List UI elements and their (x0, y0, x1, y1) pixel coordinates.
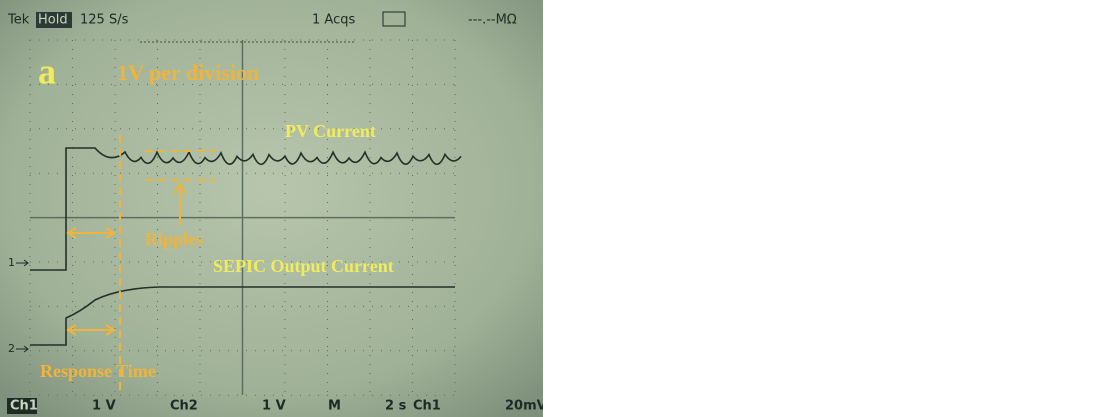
annotation: PV Current (285, 121, 376, 141)
footer-item: Ch2 (170, 399, 198, 414)
heading: 1V per division (117, 60, 259, 85)
heading: 1V per division (680, 60, 822, 85)
footer-item: Ch1 (573, 399, 601, 414)
status-rate: 125 S/s (643, 13, 692, 28)
panel-label: b (601, 51, 621, 91)
page: {"panels": [ {"status": {"brand": "Tek",… (0, 0, 1096, 417)
annotation: PV Current (858, 232, 949, 252)
footer-item: Ch1 (976, 399, 1004, 414)
annotation: Response Time (40, 361, 156, 381)
screen (0, 0, 543, 417)
status-brand: Tek (7, 13, 30, 28)
scope-panel: Tek Hold 125 S/s 4 Acqs ---.--MΩ b 1V per divi… (563, 0, 1096, 417)
marker-arrow (579, 349, 591, 355)
annotation: SEPIC Output Current (213, 256, 394, 276)
footer-item: Ch2 (733, 399, 761, 414)
annotation: SEPIC Output Current (770, 98, 951, 118)
footer-item: M (891, 399, 904, 414)
channel-marker: 2 (8, 342, 15, 355)
channel-marker: 1 (8, 256, 15, 269)
status-acquisitions: 1 Acqs (312, 13, 355, 28)
trace (585, 256, 1018, 352)
footer-item: 1 V (262, 399, 286, 414)
footer-item: 2 s (948, 399, 970, 414)
footer-item: 1 V (92, 399, 116, 414)
panel-label: a (38, 51, 56, 91)
footer-item: M (328, 399, 341, 414)
footer-item: Ch1 (10, 399, 38, 414)
status-acquisitions: 4 Acqs (875, 13, 918, 28)
scope-panel: Tek Hold 125 S/s 1 Acqs ---.--MΩ a 1V per divi… (0, 0, 547, 417)
status-impedance: ---.--MΩ (1031, 13, 1080, 28)
status-impedance: ---.--MΩ (468, 13, 517, 28)
marker-arrow (579, 177, 591, 183)
status-brand: Tek (570, 13, 593, 28)
footer-item: 2 s (385, 399, 407, 414)
footer-item: 1 V (825, 399, 849, 414)
status-mode: Hold (38, 13, 68, 28)
annotation: Ripples (145, 229, 203, 249)
footer-box (730, 398, 760, 414)
footer-item: Ch1 (413, 399, 441, 414)
screen (563, 0, 1096, 417)
figure: Tek Hold 125 S/s 1 Acqs ---.--MΩ a 1V per divi… (0, 0, 1096, 417)
status-mode: Hold (601, 13, 631, 28)
trace (585, 122, 1018, 180)
footer-item: 20mV (505, 399, 547, 414)
footer-item: 20m (1068, 399, 1096, 414)
icon (946, 12, 968, 26)
channel-marker: 2 (571, 173, 578, 186)
status-rate: 125 S/s (80, 13, 129, 28)
footer-item: 1 V (655, 399, 679, 414)
channel-marker: 1 (571, 345, 578, 358)
mode-box (599, 12, 635, 28)
